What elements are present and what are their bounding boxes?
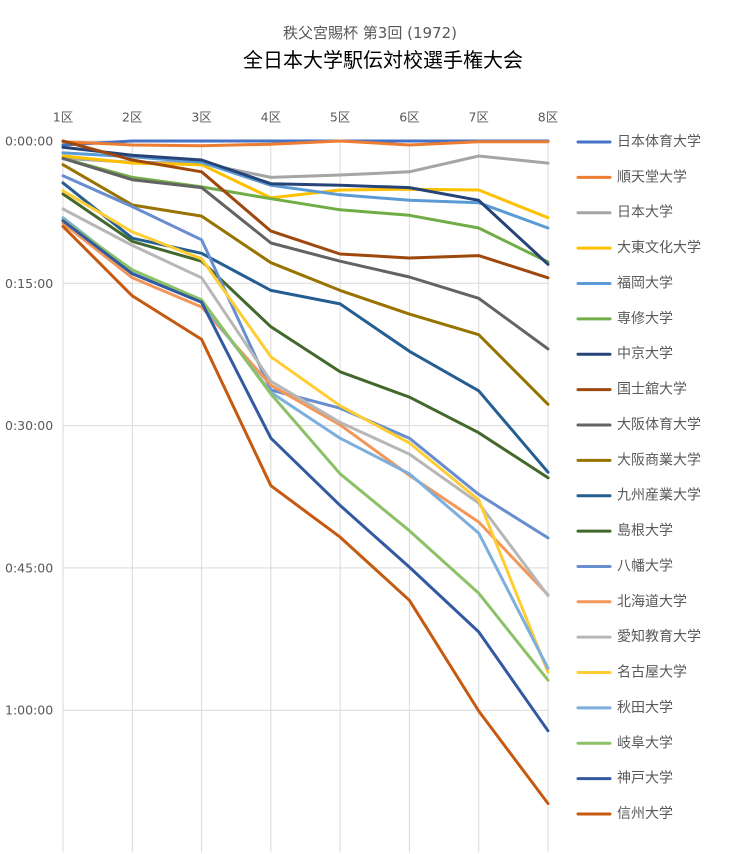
chart-subtitle: 秩父宮賜杯 第3回 (1972) — [283, 24, 457, 42]
x-tick-label: 4区 — [261, 110, 281, 125]
series-line-6 — [61, 156, 550, 264]
y-tick-label: 0:15:00 — [5, 276, 53, 291]
series-line-15 — [61, 207, 550, 598]
legend-label: 大東文化大学 — [617, 240, 701, 256]
legend-label: 島根大学 — [617, 523, 673, 539]
legend-label: 大阪商業大学 — [617, 452, 701, 468]
series-line-12 — [61, 192, 550, 480]
series-line-19 — [61, 219, 550, 733]
series-line-14 — [61, 221, 550, 597]
legend-item: 大東文化大学 — [576, 240, 701, 256]
series-line-20 — [61, 224, 550, 805]
x-tick-label: 2区 — [122, 110, 142, 125]
legend-item: 九州産業大学 — [576, 488, 701, 504]
legend-item: 中京大学 — [576, 346, 673, 362]
series-line-18 — [61, 218, 550, 682]
legend-item: 日本体育大学 — [576, 134, 701, 150]
legend-label: 信州大学 — [617, 806, 673, 822]
series-line-17 — [61, 216, 550, 670]
legend: 日本体育大学順天堂大学日本大学大東文化大学福岡大学専修大学中京大学国士舘大学大阪… — [576, 134, 701, 822]
legend-label: 九州産業大学 — [617, 488, 701, 504]
plot-area — [61, 139, 550, 805]
legend-item: 大阪体育大学 — [576, 417, 701, 433]
x-tick-label: 7区 — [468, 110, 488, 125]
legend-label: 愛知教育大学 — [617, 628, 701, 645]
legend-item: 日本大学 — [576, 205, 673, 221]
series-line-13 — [61, 174, 550, 540]
x-tick-label: 3区 — [191, 110, 211, 125]
legend-item: 名古屋大学 — [576, 665, 687, 681]
legend-item: 岐阜大学 — [576, 734, 673, 751]
legend-label: 八幡大学 — [617, 558, 673, 574]
legend-label: 国士舘大学 — [617, 381, 687, 398]
series-line-8 — [61, 139, 550, 280]
series-line-11 — [61, 181, 550, 474]
legend-label: 日本大学 — [617, 205, 673, 221]
legend-label: 神戸大学 — [617, 771, 673, 787]
legend-label: 北海道大学 — [617, 594, 687, 610]
legend-label: 中京大学 — [617, 346, 673, 362]
legend-item: 大阪商業大学 — [576, 452, 701, 468]
legend-item: 順天堂大学 — [576, 169, 687, 185]
y-axis: 0:00:00 0:15:00 0:30:00 0:45:00 1:00:00 — [5, 134, 53, 718]
legend-item: 北海道大学 — [576, 594, 687, 610]
y-tick-label: 0:30:00 — [5, 418, 53, 433]
legend-item: 神戸大学 — [576, 771, 673, 787]
legend-label: 岐阜大学 — [617, 734, 673, 751]
x-tick-label: 8区 — [538, 110, 558, 125]
legend-label: 名古屋大学 — [617, 665, 687, 681]
series-line-7 — [61, 145, 550, 266]
legend-label: 秋田大学 — [617, 700, 673, 716]
legend-item: 秋田大学 — [576, 700, 673, 716]
y-tick-label: 0:00:00 — [5, 134, 53, 149]
legend-item: 福岡大学 — [576, 275, 673, 291]
legend-label: 大阪体育大学 — [617, 417, 701, 433]
legend-item: 専修大学 — [576, 311, 673, 327]
x-tick-label: 1区 — [53, 110, 73, 125]
series-line-9 — [61, 156, 550, 351]
chart-title: 全日本大学駅伝対校選手権大会 — [243, 48, 523, 72]
legend-label: 順天堂大学 — [617, 169, 687, 185]
gridlines — [62, 140, 549, 853]
series-line-2 — [61, 139, 550, 148]
x-axis: 1区 2区 3区 4区 5区 6区 7区 8区 — [53, 110, 558, 125]
series-line-16 — [61, 189, 550, 674]
legend-label: 福岡大学 — [617, 275, 673, 291]
series-line-10 — [61, 163, 550, 406]
x-tick-label: 5区 — [330, 110, 350, 125]
legend-item: 島根大学 — [576, 523, 673, 539]
legend-item: 八幡大学 — [576, 558, 673, 574]
x-tick-label: 6区 — [399, 110, 419, 125]
legend-item: 国士舘大学 — [576, 381, 687, 398]
y-tick-label: 0:45:00 — [5, 560, 53, 575]
legend-item: 愛知教育大学 — [576, 628, 701, 645]
legend-label: 専修大学 — [617, 311, 673, 327]
legend-label: 日本体育大学 — [617, 134, 701, 150]
series-line-5 — [61, 151, 550, 230]
legend-item: 信州大学 — [576, 806, 673, 822]
y-tick-label: 1:00:00 — [5, 703, 53, 718]
